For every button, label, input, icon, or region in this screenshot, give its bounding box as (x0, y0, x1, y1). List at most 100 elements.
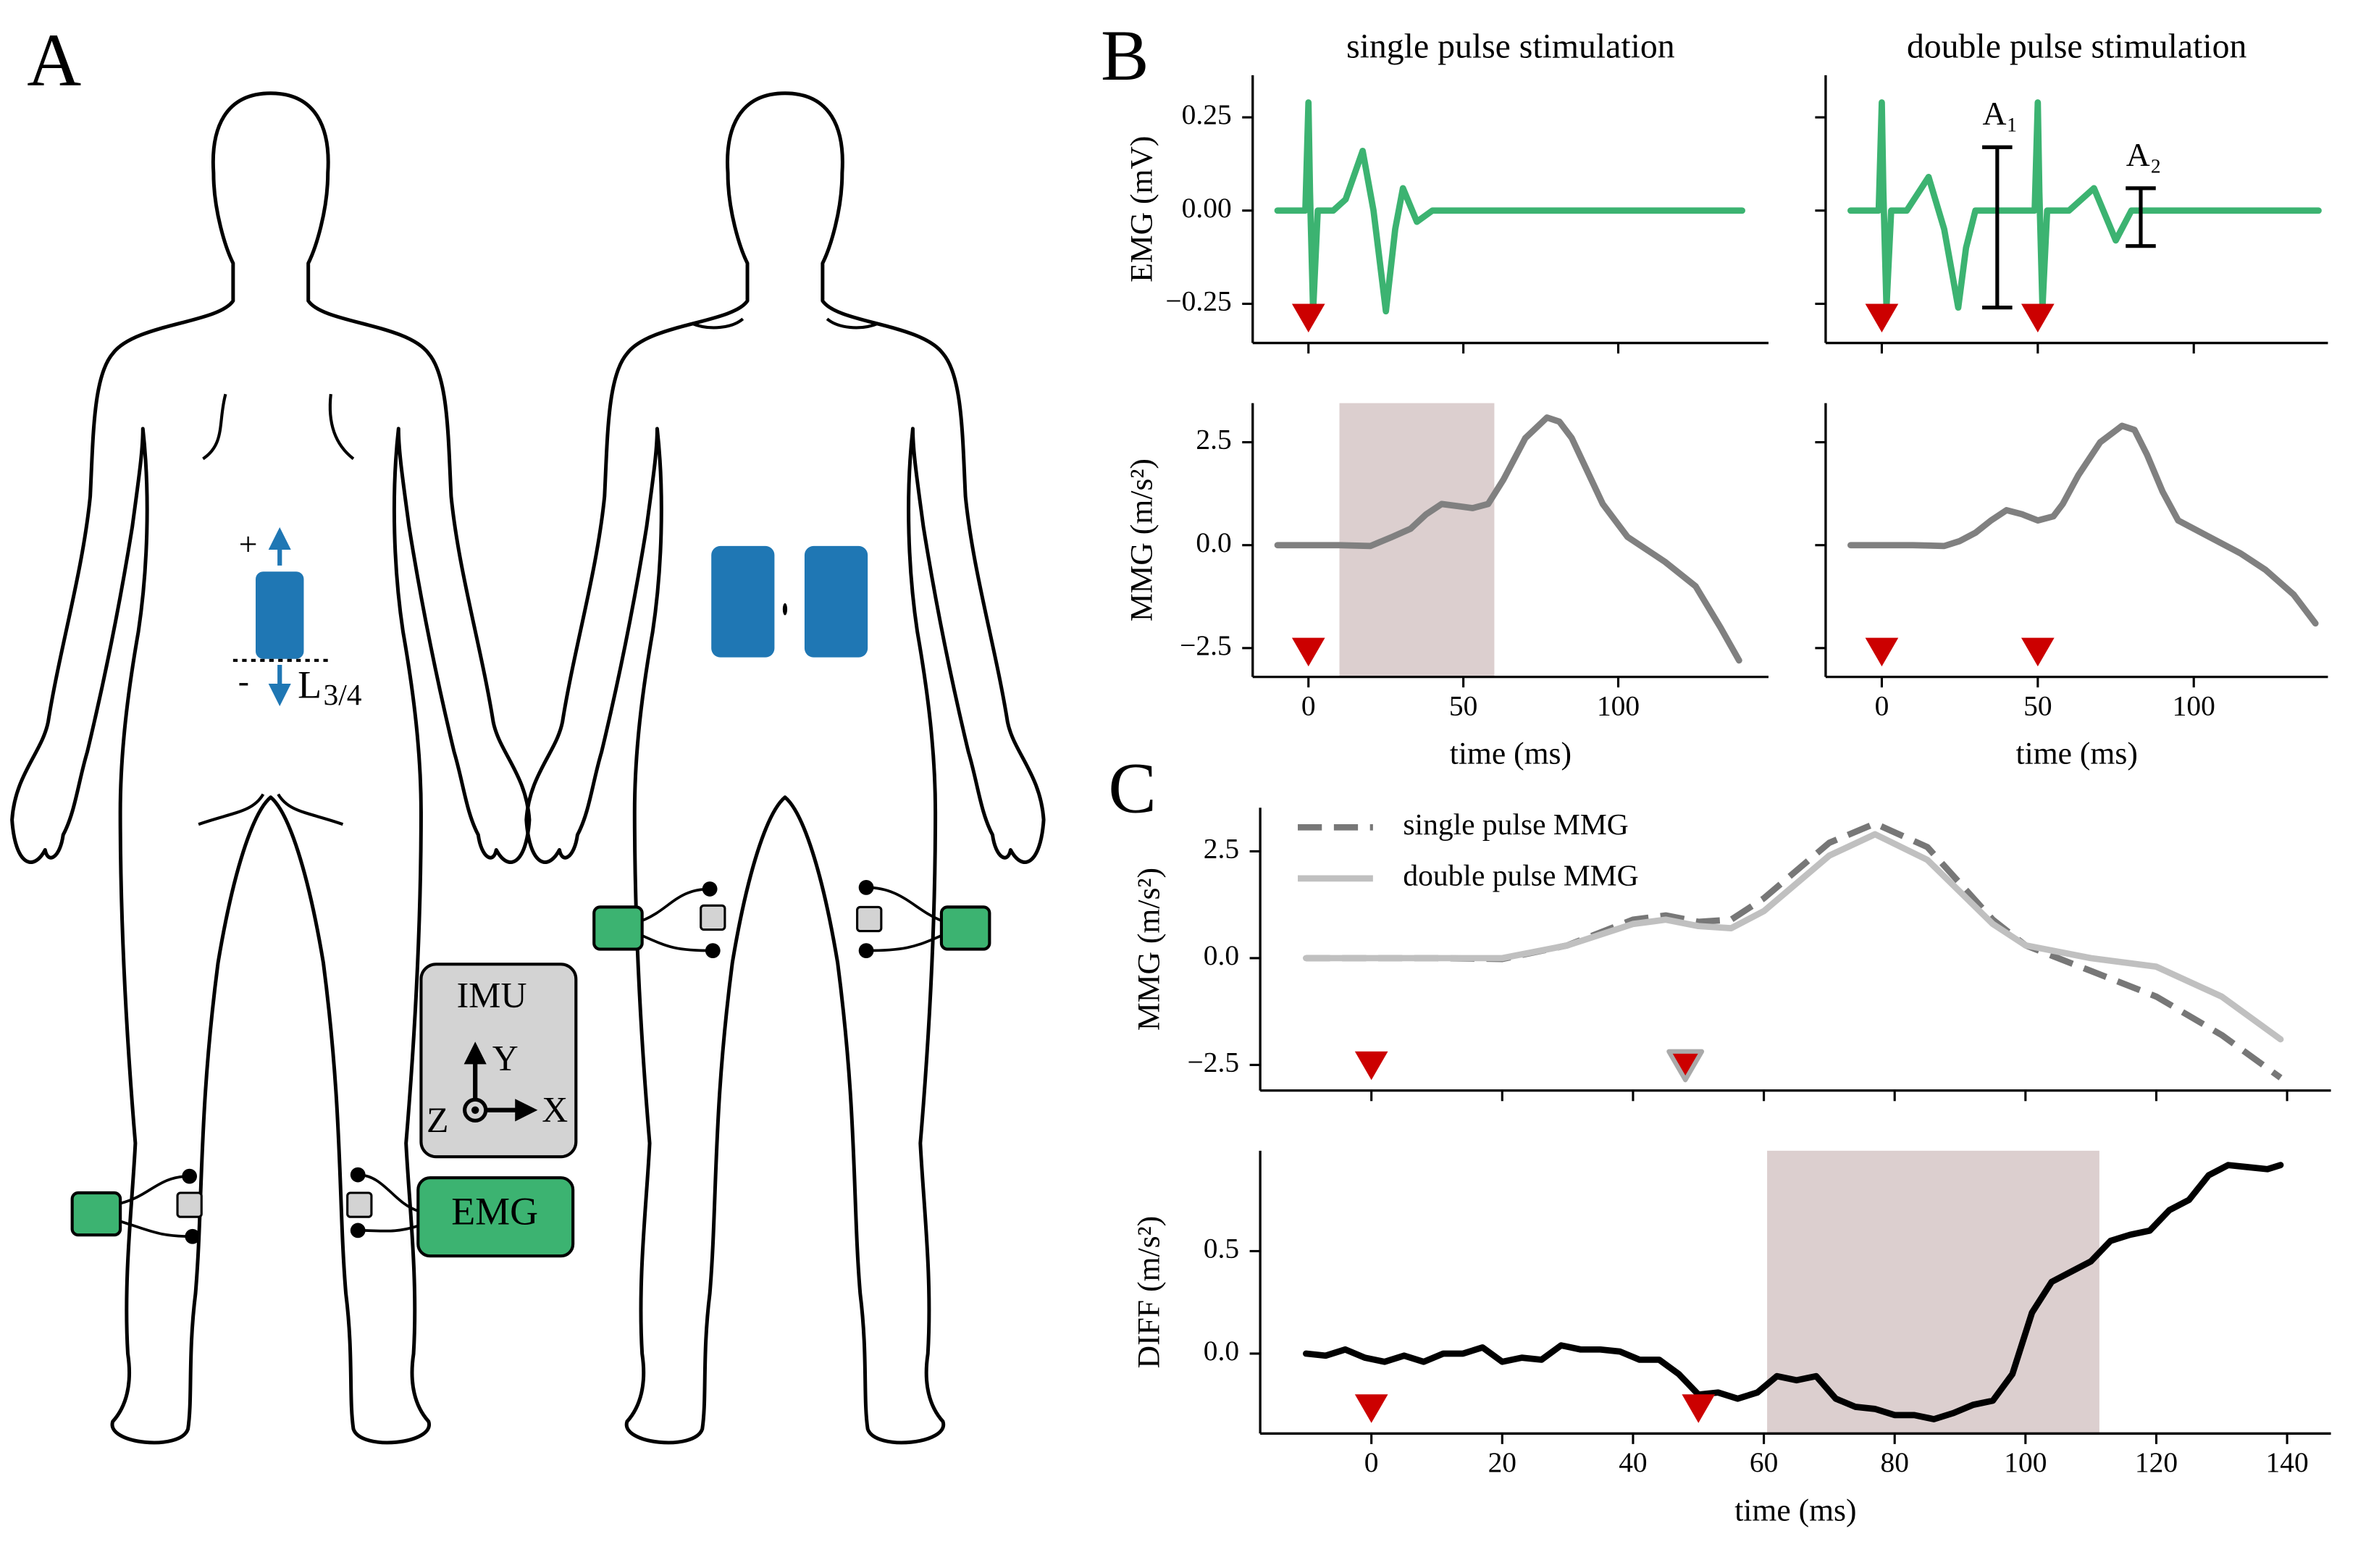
x-axis-label: time (ms) (1450, 737, 1572, 771)
y-tick-label: 2.5 (1196, 424, 1231, 456)
minus-label: - (238, 662, 249, 699)
electrode-dot (350, 1223, 366, 1238)
imu-label: IMU (457, 976, 527, 1015)
panel-a: A + - L 3/4 (12, 18, 1044, 1443)
imu-sensor (256, 571, 304, 659)
x-tick-label: 100 (2004, 1446, 2047, 1478)
series-line (1302, 1162, 2284, 1422)
x-tick-label: 0 (1875, 689, 1889, 721)
y-tick-label: 0.00 (1182, 192, 1232, 224)
chart-title: double pulse stimulation (1907, 27, 2247, 65)
ground-electrode (700, 904, 726, 931)
chart: DIFF (m/s²) time (ms) 0.5 0.0 0 20 40 60 80 100 12… (1132, 1150, 2331, 1527)
electrode-dot (858, 943, 874, 958)
stimulus-marker (1354, 1394, 1388, 1423)
navel (782, 603, 788, 616)
panel-label: B (1101, 15, 1149, 96)
legend-label: double pulse MMG (1403, 858, 1638, 892)
x-tick-label: 120 (2135, 1446, 2178, 1478)
electrode-dot (182, 1168, 198, 1184)
body-back (12, 93, 529, 1443)
electrode-dot (702, 881, 718, 897)
stimulus-marker (1291, 637, 1325, 667)
y-tick-label: −2.5 (1188, 1046, 1240, 1078)
series-line (1274, 99, 1746, 315)
stimulus-marker (2021, 303, 2055, 332)
y-tick-label: 0.0 (1204, 939, 1239, 971)
stim-electrode (711, 545, 775, 658)
x-tick-label: 0 (1301, 689, 1316, 721)
ground-electrode (856, 905, 883, 933)
emg-electrode (70, 1191, 122, 1237)
axis-z-label: Z (427, 1100, 448, 1140)
y-tick-label: −2.5 (1180, 629, 1232, 661)
series-line (1847, 422, 2319, 627)
stimulus-marker (1291, 303, 1325, 332)
x-tick-label: 60 (1750, 1446, 1778, 1478)
chart: MMG (m/s²) time (ms) 2.5 0.0 −2.5 0 50 100 (1124, 403, 1768, 771)
series-line (1847, 99, 2322, 311)
spine-sub: 3/4 (323, 678, 361, 711)
y-axis-label: MMG (m/s²) (1124, 458, 1159, 621)
emg-electrode (939, 905, 991, 951)
y-axis-label: MMG (m/s²) (1132, 868, 1167, 1031)
y-tick-label: −0.25 (1165, 285, 1231, 317)
x-tick-label: 80 (1880, 1446, 1908, 1478)
axis-z (463, 1097, 488, 1123)
x-tick-label: 100 (2173, 689, 2215, 721)
emg-label: EMG (451, 1190, 538, 1233)
shaded-window (1339, 403, 1495, 677)
x-tick-label: 20 (1488, 1446, 1516, 1478)
stimulus-marker (1682, 1394, 1716, 1423)
y-tick-label: 0.5 (1204, 1233, 1239, 1265)
spine-label: L (298, 663, 322, 707)
chart: time (ms) 0 50 100 (1815, 403, 2328, 771)
x-tick-label: 50 (1449, 689, 1477, 721)
stimulus-marker (1865, 637, 1899, 667)
stimulus-marker (2021, 637, 2055, 667)
electrode-dot (858, 880, 874, 895)
amplitude-label: A₁ (1983, 95, 2018, 132)
y-axis-label: DIFF (m/s²) (1132, 1216, 1167, 1369)
x-axis-label: time (ms) (2016, 737, 2138, 771)
ground-electrode (176, 1191, 203, 1218)
panel-label: C (1108, 748, 1156, 829)
shaded-window (1767, 1150, 2099, 1434)
chart: double pulse stimulation A₁ A₂ (1815, 27, 2328, 354)
series-line (1302, 831, 2284, 1043)
ground-electrode (346, 1191, 373, 1218)
body-front (526, 93, 1044, 1443)
stim-electrode (804, 545, 868, 658)
x-axis-label: time (ms) (1734, 1493, 1856, 1527)
axis-y-label: Y (492, 1039, 519, 1078)
panel-label: A (27, 18, 81, 101)
legend-label: single pulse MMG (1403, 808, 1628, 841)
x-tick-label: 50 (2023, 689, 2052, 721)
stimulus-marker (1354, 1051, 1388, 1081)
y-axis-label: EMG (mV) (1124, 136, 1159, 282)
x-tick-label: 100 (1597, 689, 1640, 721)
x-tick-label: 0 (1364, 1446, 1379, 1478)
series-line (1274, 414, 1742, 664)
amplitude-label: A₂ (2126, 136, 2162, 173)
chart-title: single pulse stimulation (1346, 27, 1675, 65)
emg-box (416, 1176, 575, 1258)
x-tick-label: 40 (1619, 1446, 1647, 1478)
electrode-dot (350, 1167, 366, 1183)
axis-x-label: X (542, 1089, 568, 1129)
y-tick-label: 0.0 (1204, 1335, 1239, 1367)
y-tick-label: 0.0 (1196, 527, 1231, 558)
electrode-dot (705, 943, 721, 958)
y-tick-label: 2.5 (1204, 833, 1239, 865)
electrode-dot (185, 1228, 201, 1244)
stimulus-marker (1865, 303, 1899, 332)
axis-z-dot (471, 1106, 479, 1114)
x-tick-label: 140 (2266, 1446, 2309, 1478)
y-tick-label: 0.25 (1182, 98, 1232, 130)
emg-electrode (592, 905, 644, 951)
chart: C MMG (m/s²) 2.5 0.0 −2.5 single pulse MMG dou… (1108, 748, 2331, 1102)
plus-label: + (239, 525, 258, 562)
